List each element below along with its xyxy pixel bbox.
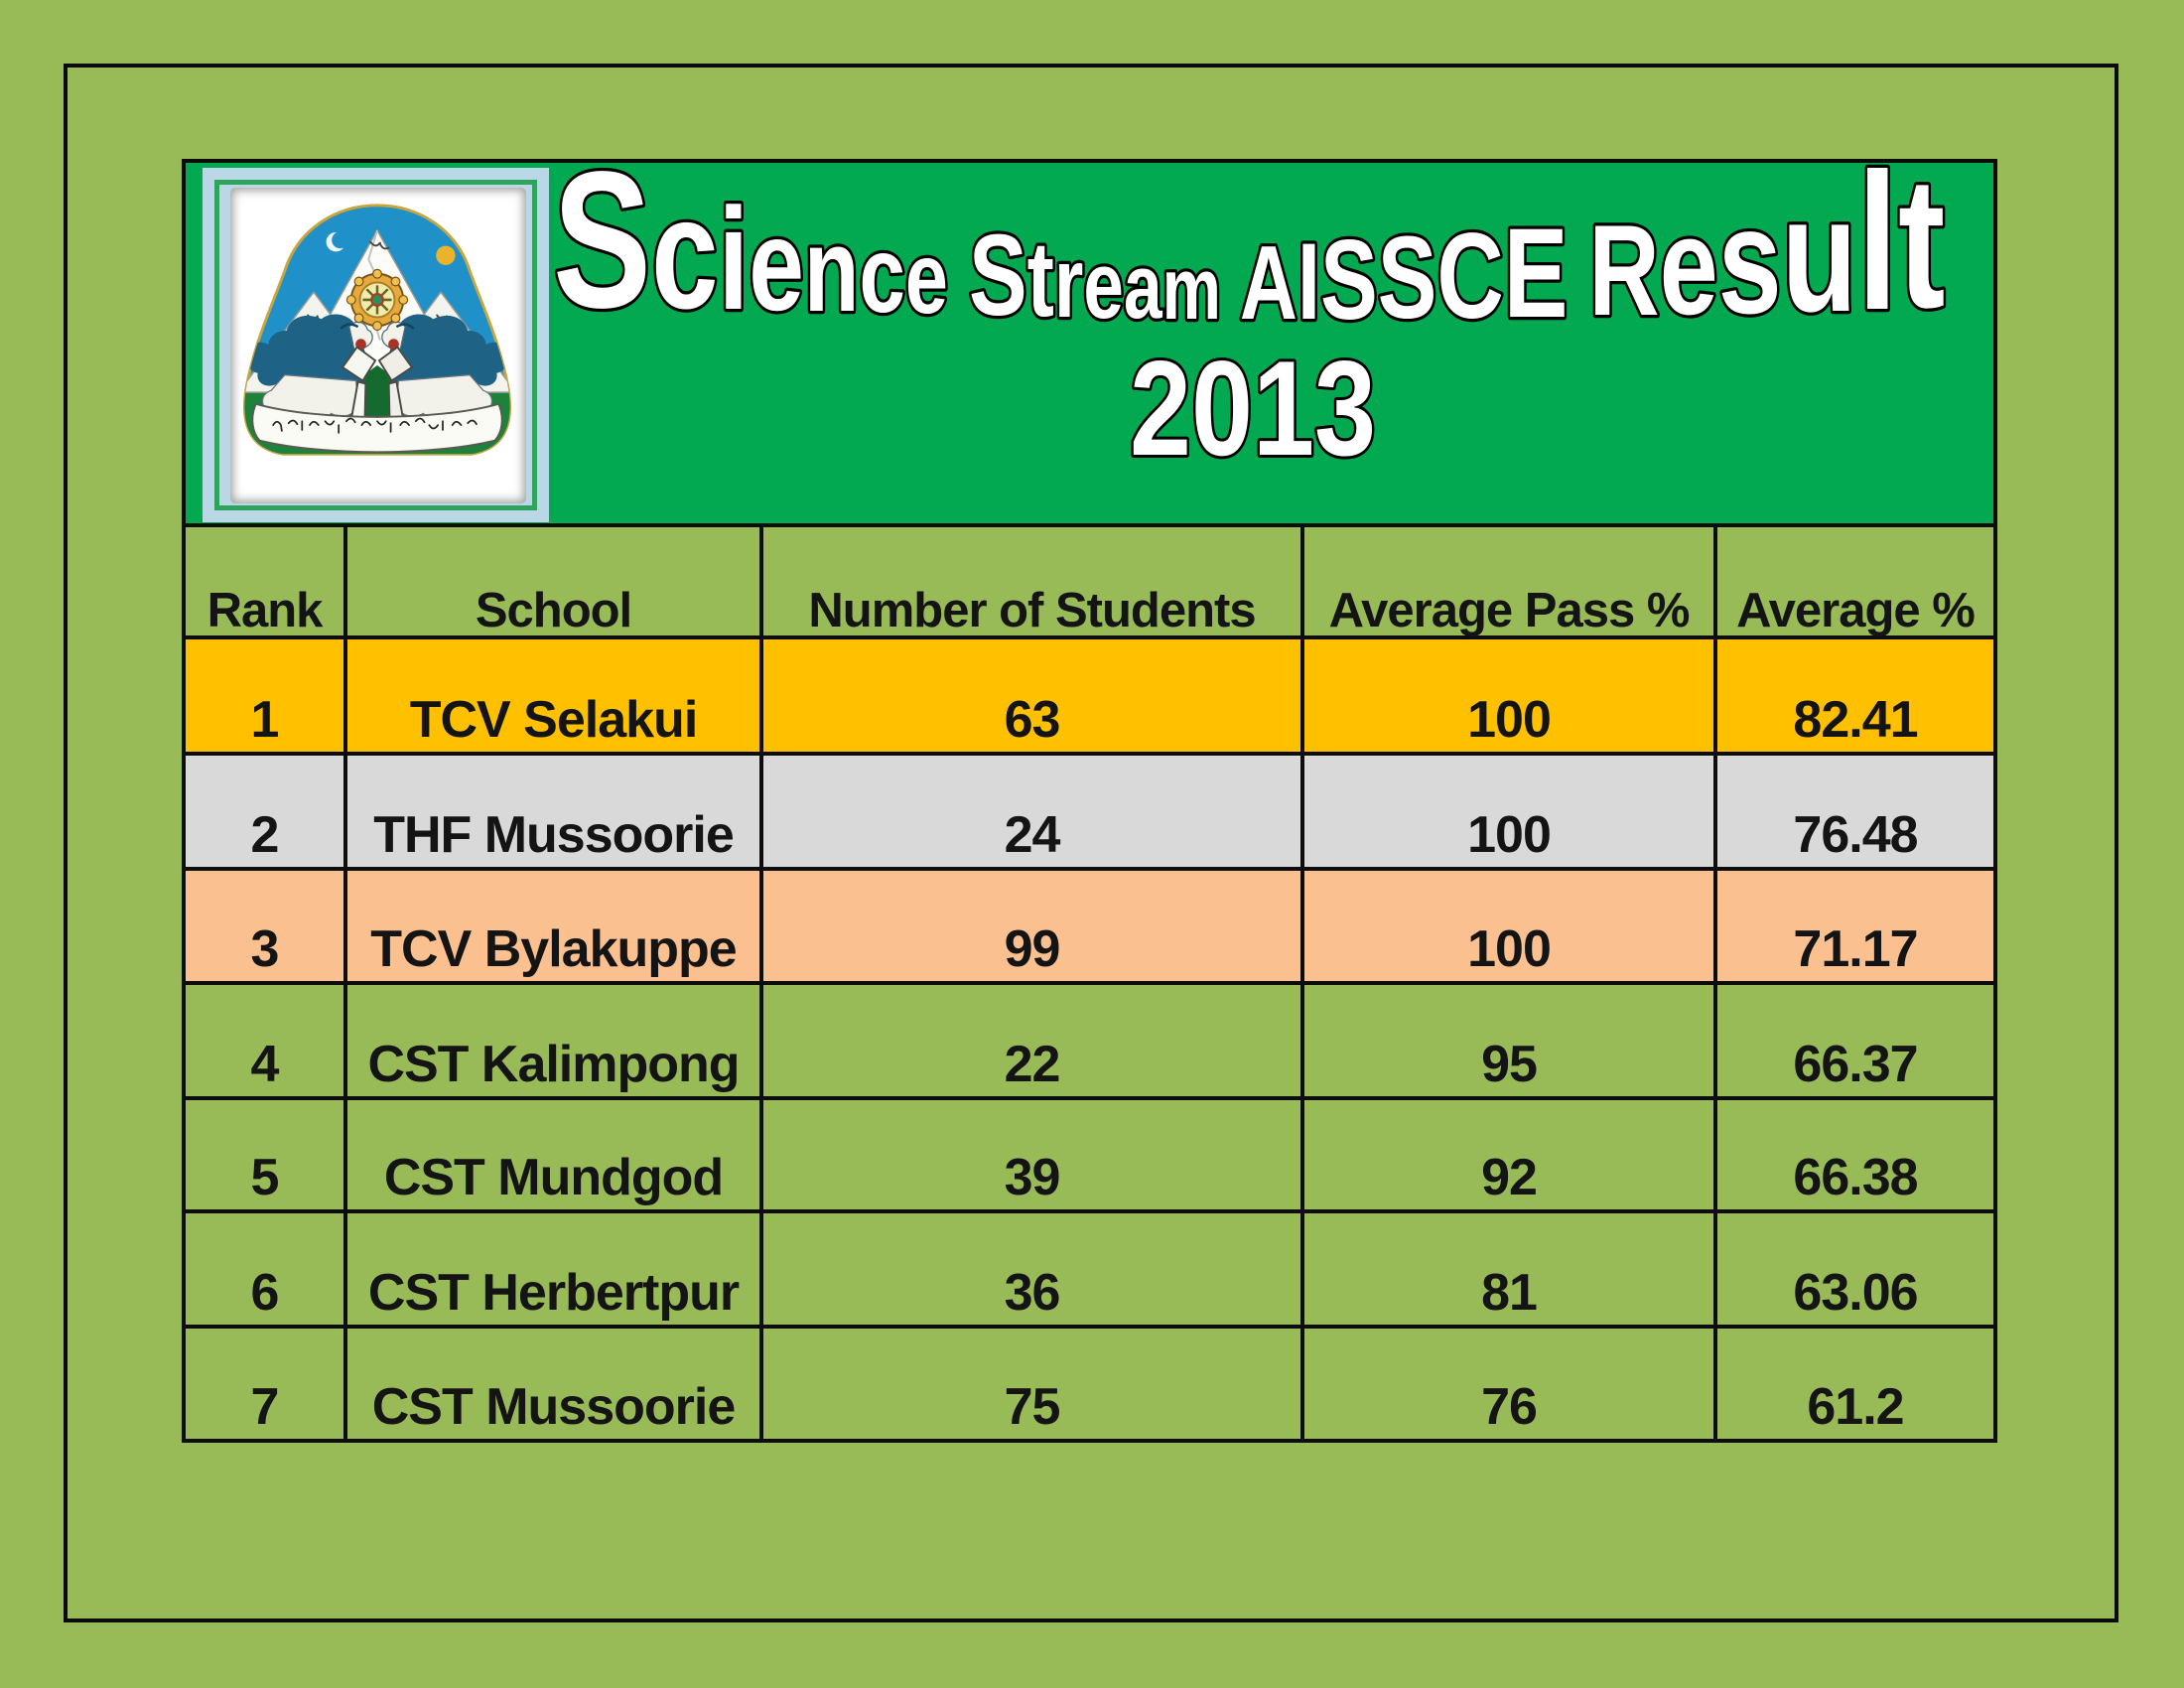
svg-text:2013: 2013 <box>1130 334 1376 485</box>
svg-text:Science Stream AISSCE Result: Science Stream AISSCE Result <box>553 159 1945 351</box>
